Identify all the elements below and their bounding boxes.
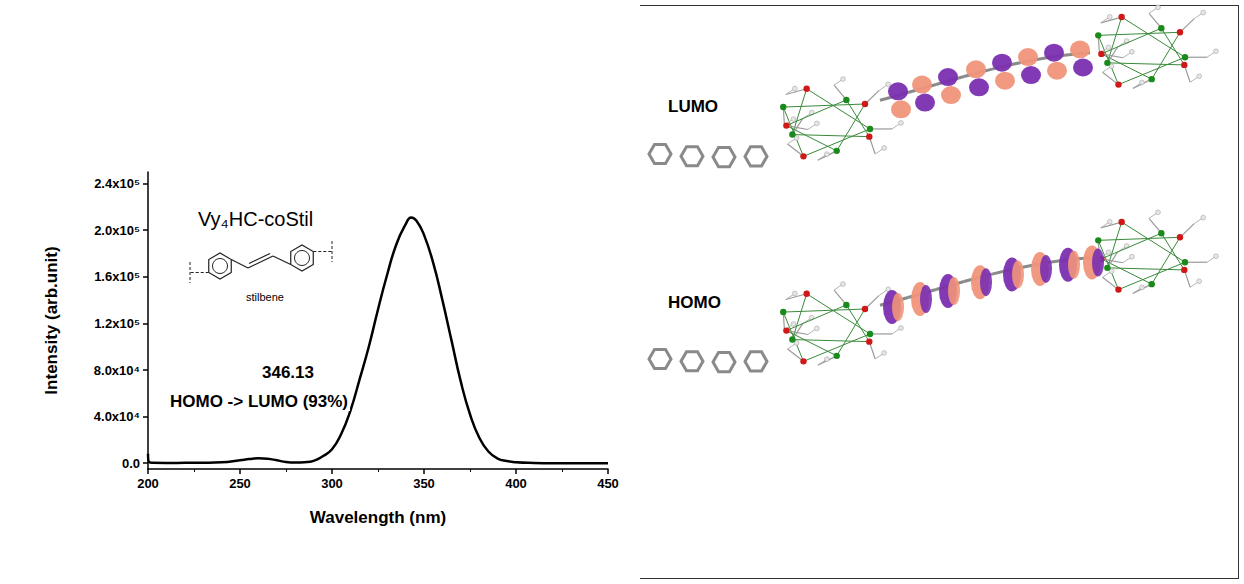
svg-text:1.2x10⁵: 1.2x10⁵ [94,316,140,331]
svg-text:200: 200 [137,476,159,491]
svg-text:2.4x10⁵: 2.4x10⁵ [94,176,140,191]
svg-text:Wavelength (nm): Wavelength (nm) [310,508,446,527]
svg-text:LUMO: LUMO [668,97,718,116]
svg-text:HOMO: HOMO [668,293,721,312]
svg-text:Vy₄HC-coStil: Vy₄HC-coStil [198,208,313,230]
svg-text:HOMO -> LUMO (93%): HOMO -> LUMO (93%) [170,392,348,411]
svg-text:346.13: 346.13 [262,363,314,382]
svg-text:4.0x10⁴: 4.0x10⁴ [94,409,140,424]
svg-text:0.0: 0.0 [122,456,140,471]
svg-text:450: 450 [597,476,619,491]
svg-text:400: 400 [505,476,527,491]
svg-text:300: 300 [321,476,343,491]
svg-text:8.0x10⁴: 8.0x10⁴ [94,363,140,378]
svg-text:1.6x10⁵: 1.6x10⁵ [94,269,140,284]
svg-text:250: 250 [229,476,251,491]
svg-text:Intensity (arb.unit): Intensity (arb.unit) [42,246,61,394]
svg-text:stilbene: stilbene [246,291,284,303]
svg-text:350: 350 [413,476,435,491]
svg-text:2.0x10⁵: 2.0x10⁵ [94,223,140,238]
